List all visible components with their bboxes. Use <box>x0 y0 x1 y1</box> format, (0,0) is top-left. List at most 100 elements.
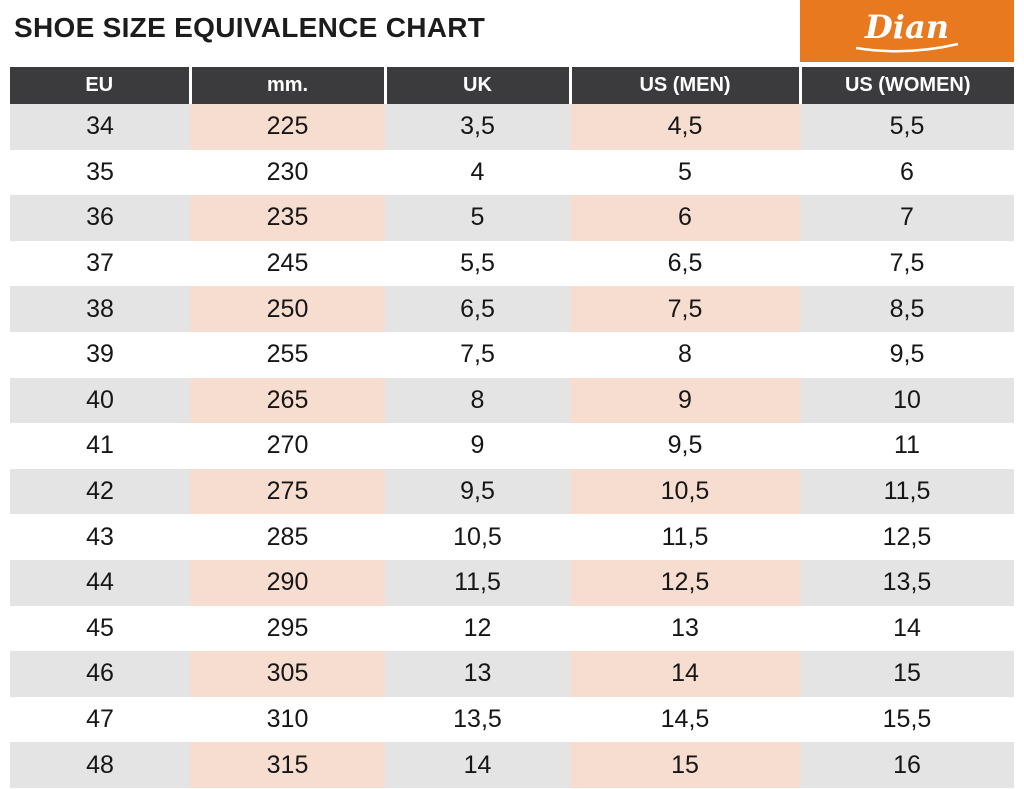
table-cell: 11,5 <box>385 559 570 606</box>
table-cell: 15 <box>800 651 1014 697</box>
table-cell: 5,5 <box>385 240 570 287</box>
table-cell: 7,5 <box>570 286 800 332</box>
table-cell: 265 <box>190 377 385 424</box>
table-row: 48 315 14 15 16 <box>10 742 1014 788</box>
table-cell: 8 <box>570 331 800 378</box>
dian-logo-icon: Dian <box>855 8 959 53</box>
table-cell: 15 <box>570 742 800 788</box>
table-cell: 11,5 <box>800 468 1014 515</box>
table-cell: 3,5 <box>385 104 570 150</box>
table-row: 42 275 9,5 10,5 11,5 <box>10 468 1014 515</box>
table-cell: 10,5 <box>385 514 570 560</box>
table-row: 41 270 9 9,5 11 <box>10 423 1014 469</box>
table-cell: 35 <box>10 149 190 196</box>
column-header-eu: EU <box>10 67 190 104</box>
table-cell: 45 <box>10 605 190 652</box>
table-cell: 34 <box>10 104 190 150</box>
table-cell: 48 <box>10 742 190 788</box>
table-cell: 295 <box>190 605 385 652</box>
table-cell: 9,5 <box>570 423 800 469</box>
table-cell: 8,5 <box>800 286 1014 332</box>
table-row: 44 290 11,5 12,5 13,5 <box>10 559 1014 606</box>
table-cell: 13,5 <box>800 559 1014 606</box>
table-cell: 9 <box>570 377 800 424</box>
table-cell: 7,5 <box>385 331 570 378</box>
column-header-us-men: US (MEN) <box>568 67 800 104</box>
column-header-mm: mm. <box>188 67 385 104</box>
table-cell: 9,5 <box>800 331 1014 378</box>
table-cell: 16 <box>800 742 1014 788</box>
table-cell: 250 <box>190 286 385 332</box>
table-cell: 225 <box>190 104 385 150</box>
table-cell: 46 <box>10 651 190 697</box>
table-cell: 14,5 <box>570 696 800 743</box>
table-cell: 7,5 <box>800 240 1014 287</box>
table-cell: 39 <box>10 331 190 378</box>
table-cell: 11 <box>800 423 1014 469</box>
table-cell: 11,5 <box>570 514 800 560</box>
size-chart-table: EU mm. UK US (MEN) US (WOMEN) 34 225 3,5 4,… <box>10 67 1014 788</box>
table-cell: 310 <box>190 696 385 743</box>
table-cell: 6 <box>570 195 800 241</box>
table-cell: 6,5 <box>570 240 800 287</box>
table-cell: 285 <box>190 514 385 560</box>
table-cell: 270 <box>190 423 385 469</box>
table-cell: 4 <box>385 149 570 196</box>
table-cell: 275 <box>190 468 385 515</box>
size-table-body: 34 225 3,5 4,5 5,5 35 230 4 5 6 36 235 5 6 7 37 245 5,5 6,… <box>10 104 1014 788</box>
table-cell: 10 <box>800 377 1014 424</box>
table-row: 38 250 6,5 7,5 8,5 <box>10 286 1014 332</box>
table-row: 47 310 13,5 14,5 15,5 <box>10 696 1014 743</box>
table-cell: 37 <box>10 240 190 287</box>
table-cell: 5,5 <box>800 104 1014 150</box>
table-cell: 47 <box>10 696 190 743</box>
page-title: SHOE SIZE EQUIVALENCE CHART <box>14 12 486 43</box>
table-cell: 5 <box>570 149 800 196</box>
table-cell: 315 <box>190 742 385 788</box>
table-cell: 12,5 <box>800 514 1014 560</box>
table-cell: 305 <box>190 651 385 697</box>
table-cell: 44 <box>10 559 190 606</box>
table-row: 34 225 3,5 4,5 5,5 <box>10 104 1014 150</box>
table-row: 37 245 5,5 6,5 7,5 <box>10 240 1014 287</box>
table-cell: 14 <box>385 742 570 788</box>
table-cell: 9 <box>385 423 570 469</box>
dian-logo: Dian <box>800 0 1014 62</box>
table-cell: 43 <box>10 514 190 560</box>
table-cell: 6 <box>800 149 1014 196</box>
table-row: 40 265 8 9 10 <box>10 377 1014 424</box>
table-header: EU mm. UK US (MEN) US (WOMEN) <box>10 67 1014 104</box>
table-cell: 245 <box>190 240 385 287</box>
table-cell: 15,5 <box>800 696 1014 743</box>
table-cell: 4,5 <box>570 104 800 150</box>
table-cell: 8 <box>385 377 570 424</box>
table-row: 46 305 13 14 15 <box>10 651 1014 697</box>
table-cell: 41 <box>10 423 190 469</box>
table-cell: 14 <box>570 651 800 697</box>
table-cell: 10,5 <box>570 468 800 515</box>
table-cell: 12 <box>385 605 570 652</box>
svg-text:Dian: Dian <box>864 8 949 46</box>
header-row: EU mm. UK US (MEN) US (WOMEN) <box>10 67 1014 104</box>
table-row: 36 235 5 6 7 <box>10 195 1014 241</box>
table-cell: 6,5 <box>385 286 570 332</box>
table-cell: 5 <box>385 195 570 241</box>
table-cell: 9,5 <box>385 468 570 515</box>
table-cell: 36 <box>10 195 190 241</box>
table-cell: 38 <box>10 286 190 332</box>
table-cell: 290 <box>190 559 385 606</box>
table-cell: 255 <box>190 331 385 378</box>
table-cell: 235 <box>190 195 385 241</box>
table-cell: 40 <box>10 377 190 424</box>
table-row: 43 285 10,5 11,5 12,5 <box>10 514 1014 560</box>
table-cell: 13,5 <box>385 696 570 743</box>
table-cell: 230 <box>190 149 385 196</box>
table-cell: 13 <box>570 605 800 652</box>
table-cell: 14 <box>800 605 1014 652</box>
table-cell: 7 <box>800 195 1014 241</box>
table-row: 45 295 12 13 14 <box>10 605 1014 652</box>
column-header-us-women: US (WOMEN) <box>798 67 1014 104</box>
column-header-uk: UK <box>383 67 570 104</box>
table-row: 35 230 4 5 6 <box>10 149 1014 196</box>
